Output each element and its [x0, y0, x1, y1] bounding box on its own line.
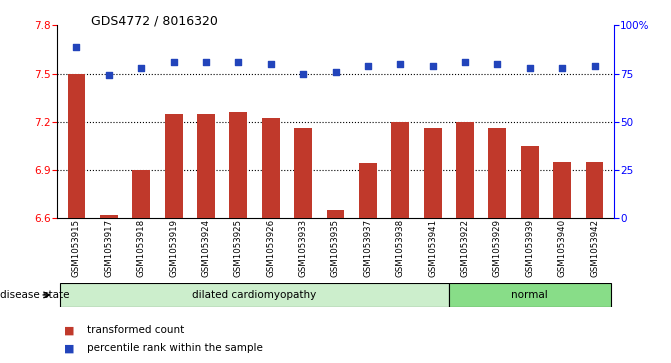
- Text: percentile rank within the sample: percentile rank within the sample: [87, 343, 263, 354]
- Point: [71, 44, 82, 49]
- Text: GSM1053941: GSM1053941: [428, 219, 437, 277]
- Point: [460, 59, 470, 65]
- Bar: [456, 122, 474, 218]
- Point: [589, 63, 600, 69]
- Text: ■: ■: [64, 343, 74, 354]
- Text: GSM1053940: GSM1053940: [558, 219, 566, 277]
- Text: GSM1053937: GSM1053937: [364, 219, 372, 277]
- Bar: [554, 162, 571, 218]
- Point: [427, 63, 438, 69]
- Text: GSM1053922: GSM1053922: [460, 219, 470, 277]
- Bar: [262, 118, 280, 218]
- Text: GSM1053915: GSM1053915: [72, 219, 81, 277]
- Point: [362, 63, 373, 69]
- Text: GDS4772 / 8016320: GDS4772 / 8016320: [91, 15, 217, 28]
- Bar: [60, 283, 449, 307]
- Point: [557, 65, 568, 71]
- Text: GSM1053919: GSM1053919: [169, 219, 178, 277]
- Point: [265, 61, 276, 67]
- Text: disease state: disease state: [0, 290, 70, 300]
- Point: [136, 65, 146, 71]
- Text: ■: ■: [64, 325, 74, 335]
- Point: [103, 73, 114, 78]
- Text: GSM1053939: GSM1053939: [525, 219, 534, 277]
- Point: [330, 69, 341, 74]
- Point: [168, 59, 179, 65]
- Point: [201, 59, 211, 65]
- Point: [492, 61, 503, 67]
- Bar: [164, 114, 183, 218]
- Text: GSM1053935: GSM1053935: [331, 219, 340, 277]
- Bar: [488, 128, 507, 218]
- Text: transformed count: transformed count: [87, 325, 185, 335]
- Bar: [132, 170, 150, 218]
- Text: GSM1053924: GSM1053924: [201, 219, 211, 277]
- Point: [525, 65, 535, 71]
- Bar: [197, 114, 215, 218]
- Bar: [359, 163, 377, 218]
- Point: [298, 70, 309, 76]
- Bar: [391, 122, 409, 218]
- Text: GSM1053942: GSM1053942: [590, 219, 599, 277]
- Bar: [327, 210, 344, 218]
- Text: GSM1053925: GSM1053925: [234, 219, 243, 277]
- Bar: [229, 112, 248, 218]
- Text: GSM1053926: GSM1053926: [266, 219, 275, 277]
- Text: GSM1053918: GSM1053918: [137, 219, 146, 277]
- Point: [233, 59, 244, 65]
- Point: [395, 61, 406, 67]
- Bar: [100, 215, 117, 218]
- Text: GSM1053933: GSM1053933: [299, 219, 307, 277]
- Bar: [449, 283, 611, 307]
- Bar: [521, 146, 539, 218]
- Text: GSM1053917: GSM1053917: [105, 219, 113, 277]
- Text: GSM1053929: GSM1053929: [493, 219, 502, 277]
- Text: GSM1053938: GSM1053938: [396, 219, 405, 277]
- Text: normal: normal: [511, 290, 548, 300]
- Bar: [68, 74, 85, 218]
- Bar: [423, 128, 442, 218]
- Bar: [294, 128, 312, 218]
- Text: dilated cardiomyopathy: dilated cardiomyopathy: [193, 290, 317, 300]
- Bar: [586, 162, 603, 218]
